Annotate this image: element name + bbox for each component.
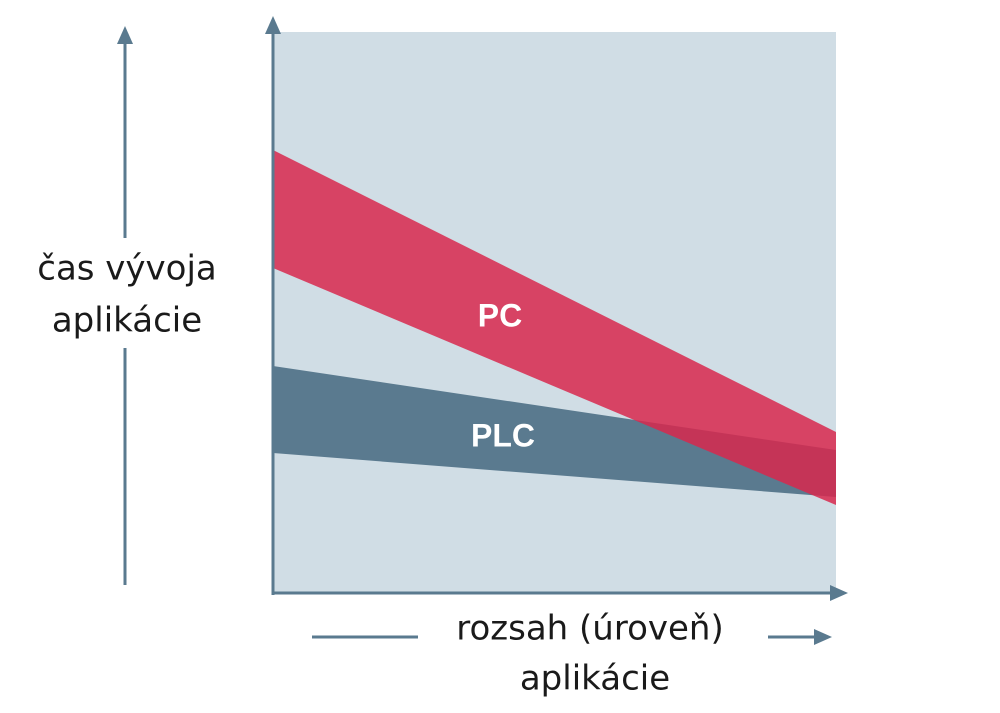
axes xyxy=(123,28,838,639)
y-axis-label: aplikácie xyxy=(52,301,202,341)
y-axis-label: čas vývoja xyxy=(37,249,217,289)
x-axis-label: rozsah (úroveň) xyxy=(456,609,723,649)
x-axis-label: aplikácie xyxy=(520,659,670,699)
band-label: PC xyxy=(478,297,522,333)
band-label: PLC xyxy=(471,417,535,453)
pc-band xyxy=(273,150,836,505)
arrowheads xyxy=(117,16,848,645)
label-gap xyxy=(60,238,190,348)
plc-band xyxy=(273,366,836,497)
